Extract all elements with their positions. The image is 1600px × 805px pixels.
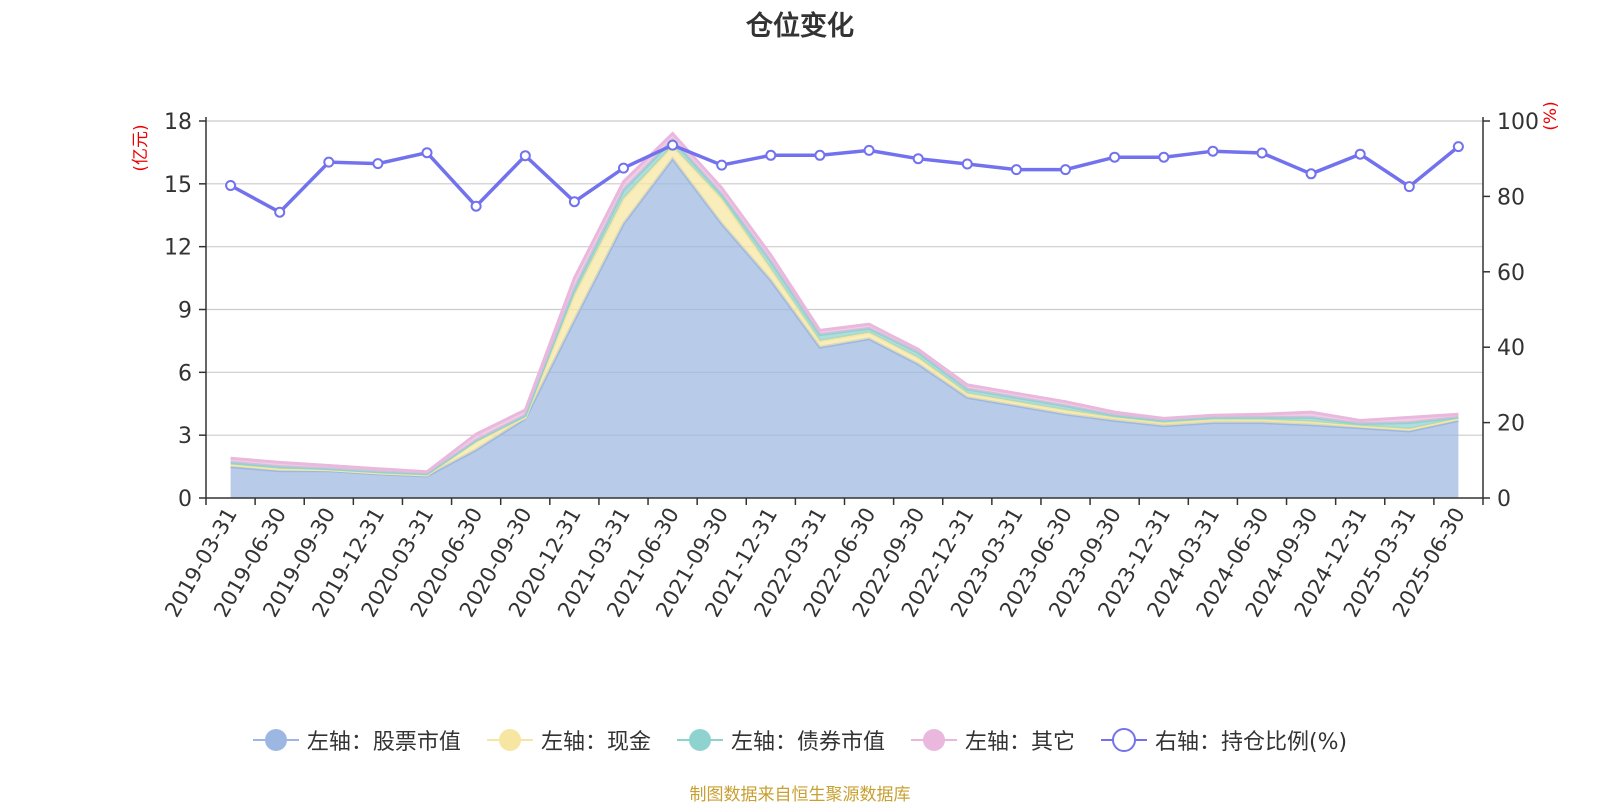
legend-item[interactable]: 左轴：股票市值 xyxy=(252,724,461,756)
left-axis-tick-label: 9 xyxy=(178,299,192,324)
ratio-point xyxy=(765,149,777,161)
ratio-point xyxy=(1256,147,1268,159)
chart-title: 仓位变化 xyxy=(746,11,854,42)
ratio-line-path xyxy=(229,143,1460,215)
left-axis-tick-label: 6 xyxy=(178,361,192,386)
ratio-point xyxy=(1354,148,1366,160)
right-axis-title: (%) xyxy=(1541,101,1561,130)
ratio-point xyxy=(814,149,826,161)
left-axis-tick-label: 3 xyxy=(178,424,192,449)
ratio-point xyxy=(421,147,433,159)
left-axis-title: (亿元) xyxy=(131,124,151,171)
ratio-point xyxy=(225,180,237,191)
legend-swatch-icon xyxy=(1100,728,1147,752)
right-axis-tick-label: 20 xyxy=(1497,412,1525,437)
ratio-point xyxy=(568,196,580,208)
legend-item[interactable]: 右轴：持仓比例(%) xyxy=(1100,724,1348,756)
legend-label: 右轴：持仓比例(%) xyxy=(1154,730,1348,755)
ratio-point xyxy=(1010,164,1022,176)
legend-item[interactable]: 左轴：债券市值 xyxy=(676,724,885,756)
chart-legend: 左轴：股票市值 左轴：现金 左轴：债券市值 左轴：其它 右轴：持仓比例(%) xyxy=(0,722,1600,758)
right-axis-tick-label: 40 xyxy=(1497,336,1525,361)
right-axis-tick-label: 100 xyxy=(1497,110,1539,135)
ratio-point xyxy=(1452,141,1464,153)
ratio-point xyxy=(961,158,973,170)
ratio-point xyxy=(1158,151,1170,163)
ratio-point xyxy=(1109,151,1121,163)
left-axis-tick-label: 0 xyxy=(178,487,192,512)
right-axis-tick-label: 0 xyxy=(1497,487,1511,512)
right-axis-tick-label: 60 xyxy=(1497,261,1525,286)
legend-swatch-icon xyxy=(252,729,299,751)
legend-label: 左轴：现金 xyxy=(540,730,651,755)
legend-label: 左轴：其它 xyxy=(964,730,1075,755)
ratio-point xyxy=(912,153,924,165)
right-axis-tick-label: 80 xyxy=(1497,185,1525,210)
legend-swatch-icon xyxy=(910,729,957,751)
ratio-point xyxy=(470,200,482,212)
ratio-point xyxy=(1305,168,1317,180)
ratio-point xyxy=(372,158,384,170)
ratio-point xyxy=(1060,164,1071,176)
legend-item[interactable]: 左轴：现金 xyxy=(486,724,651,756)
ratio-point xyxy=(1207,145,1219,157)
ratio-point xyxy=(618,162,629,174)
area-左轴：现金 xyxy=(230,146,1459,476)
area-edge-左轴：其它 xyxy=(230,131,1459,474)
left-axis-tick-label: 12 xyxy=(164,236,192,261)
legend-swatch-icon xyxy=(676,729,723,751)
legend-item[interactable]: 左轴：其它 xyxy=(910,724,1075,756)
legend-swatch-icon xyxy=(486,729,533,751)
data-source-note: 制图数据来自恒生聚源数据库 xyxy=(689,785,911,805)
ratio-point xyxy=(323,156,335,168)
ratio-point xyxy=(1403,181,1415,193)
ratio-point xyxy=(716,159,728,171)
ratio-point xyxy=(667,139,679,151)
ratio-point xyxy=(519,150,531,162)
ratio-point xyxy=(274,206,286,218)
stacked-areas xyxy=(230,131,1459,498)
legend-label: 左轴：债券市值 xyxy=(730,730,885,755)
legend-label: 左轴：股票市值 xyxy=(306,730,461,755)
left-axis-tick-label: 18 xyxy=(164,110,192,135)
position-ratio-line xyxy=(225,139,1464,218)
area-左轴：股票市值 xyxy=(230,158,1459,498)
left-axis-tick-label: 15 xyxy=(164,173,192,198)
ratio-point xyxy=(863,144,875,156)
